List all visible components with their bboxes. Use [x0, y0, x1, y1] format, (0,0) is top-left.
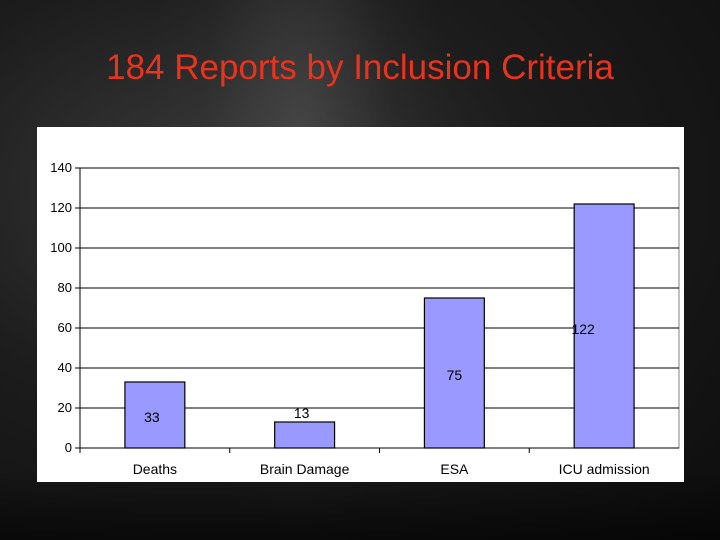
bar-chart: 0 20 40 60 80 100 120 140 33 Deaths 13 Brain Damage… — [50, 160, 680, 477]
y-tick-label: 20 — [58, 400, 72, 415]
bar — [573, 203, 635, 449]
x-tick-label: Brain Damage — [260, 461, 350, 477]
y-tick-label: 140 — [50, 160, 72, 175]
data-label: 75 — [447, 367, 463, 383]
x-tick-label: Deaths — [133, 461, 177, 477]
y-tick-label: 0 — [65, 440, 72, 455]
y-tick-label: 40 — [58, 360, 72, 375]
x-tick-label: ICU admission — [559, 461, 650, 477]
chart-panel: 0 20 40 60 80 100 120 140 33 Deaths 13 Brain Damage… — [37, 127, 684, 482]
bar — [124, 381, 186, 449]
data-label: 13 — [294, 405, 310, 421]
y-tick-label: 80 — [58, 280, 72, 295]
bar — [274, 421, 336, 449]
data-label: 122 — [571, 321, 595, 337]
x-tick-label: ESA — [440, 461, 469, 477]
y-tick-label: 120 — [50, 200, 72, 215]
y-tick-label: 60 — [58, 320, 72, 335]
y-tick-label: 100 — [50, 240, 72, 255]
data-label: 33 — [144, 409, 160, 425]
slide-title: 184 Reports by Inclusion Criteria — [106, 48, 614, 87]
